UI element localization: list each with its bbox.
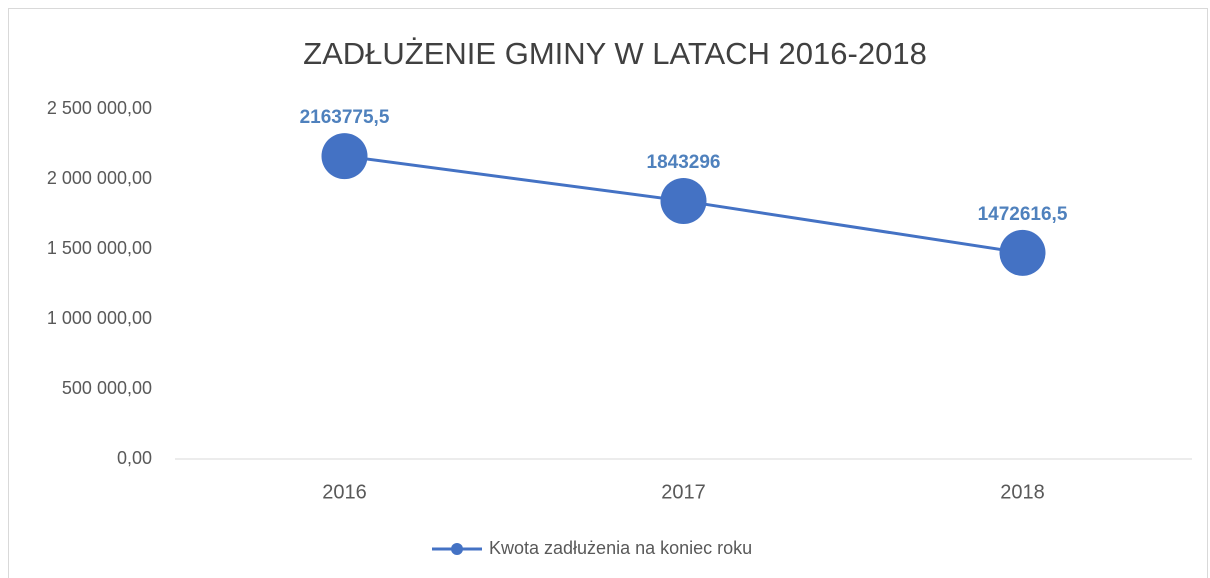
y-tick-label: 1 000 000,00: [47, 308, 152, 328]
data-label: 1472616,5: [978, 204, 1068, 225]
data-label: 2163775,5: [300, 107, 390, 128]
y-tick-label: 1 500 000,00: [47, 238, 152, 258]
x-tick-label: 2018: [1000, 481, 1045, 503]
chart-title: ZADŁUŻENIE GMINY W LATACH 2016-2018: [303, 36, 927, 71]
x-tick-label: 2017: [661, 481, 706, 503]
y-tick-label: 2 500 000,00: [47, 98, 152, 118]
point-marker: [999, 229, 1046, 276]
y-tick-label: 500 000,00: [62, 378, 152, 398]
point-marker: [660, 177, 707, 224]
y-tick-label: 2 000 000,00: [47, 168, 152, 188]
data-label: 1843296: [647, 152, 721, 173]
y-tick-label: 0,00: [117, 448, 152, 468]
point-marker: [321, 133, 368, 180]
x-tick-label: 2016: [322, 481, 367, 503]
legend-label: Kwota zadłużenia na koniec roku: [489, 538, 752, 558]
legend-marker: [451, 543, 463, 555]
chart-border: [8, 8, 1208, 578]
